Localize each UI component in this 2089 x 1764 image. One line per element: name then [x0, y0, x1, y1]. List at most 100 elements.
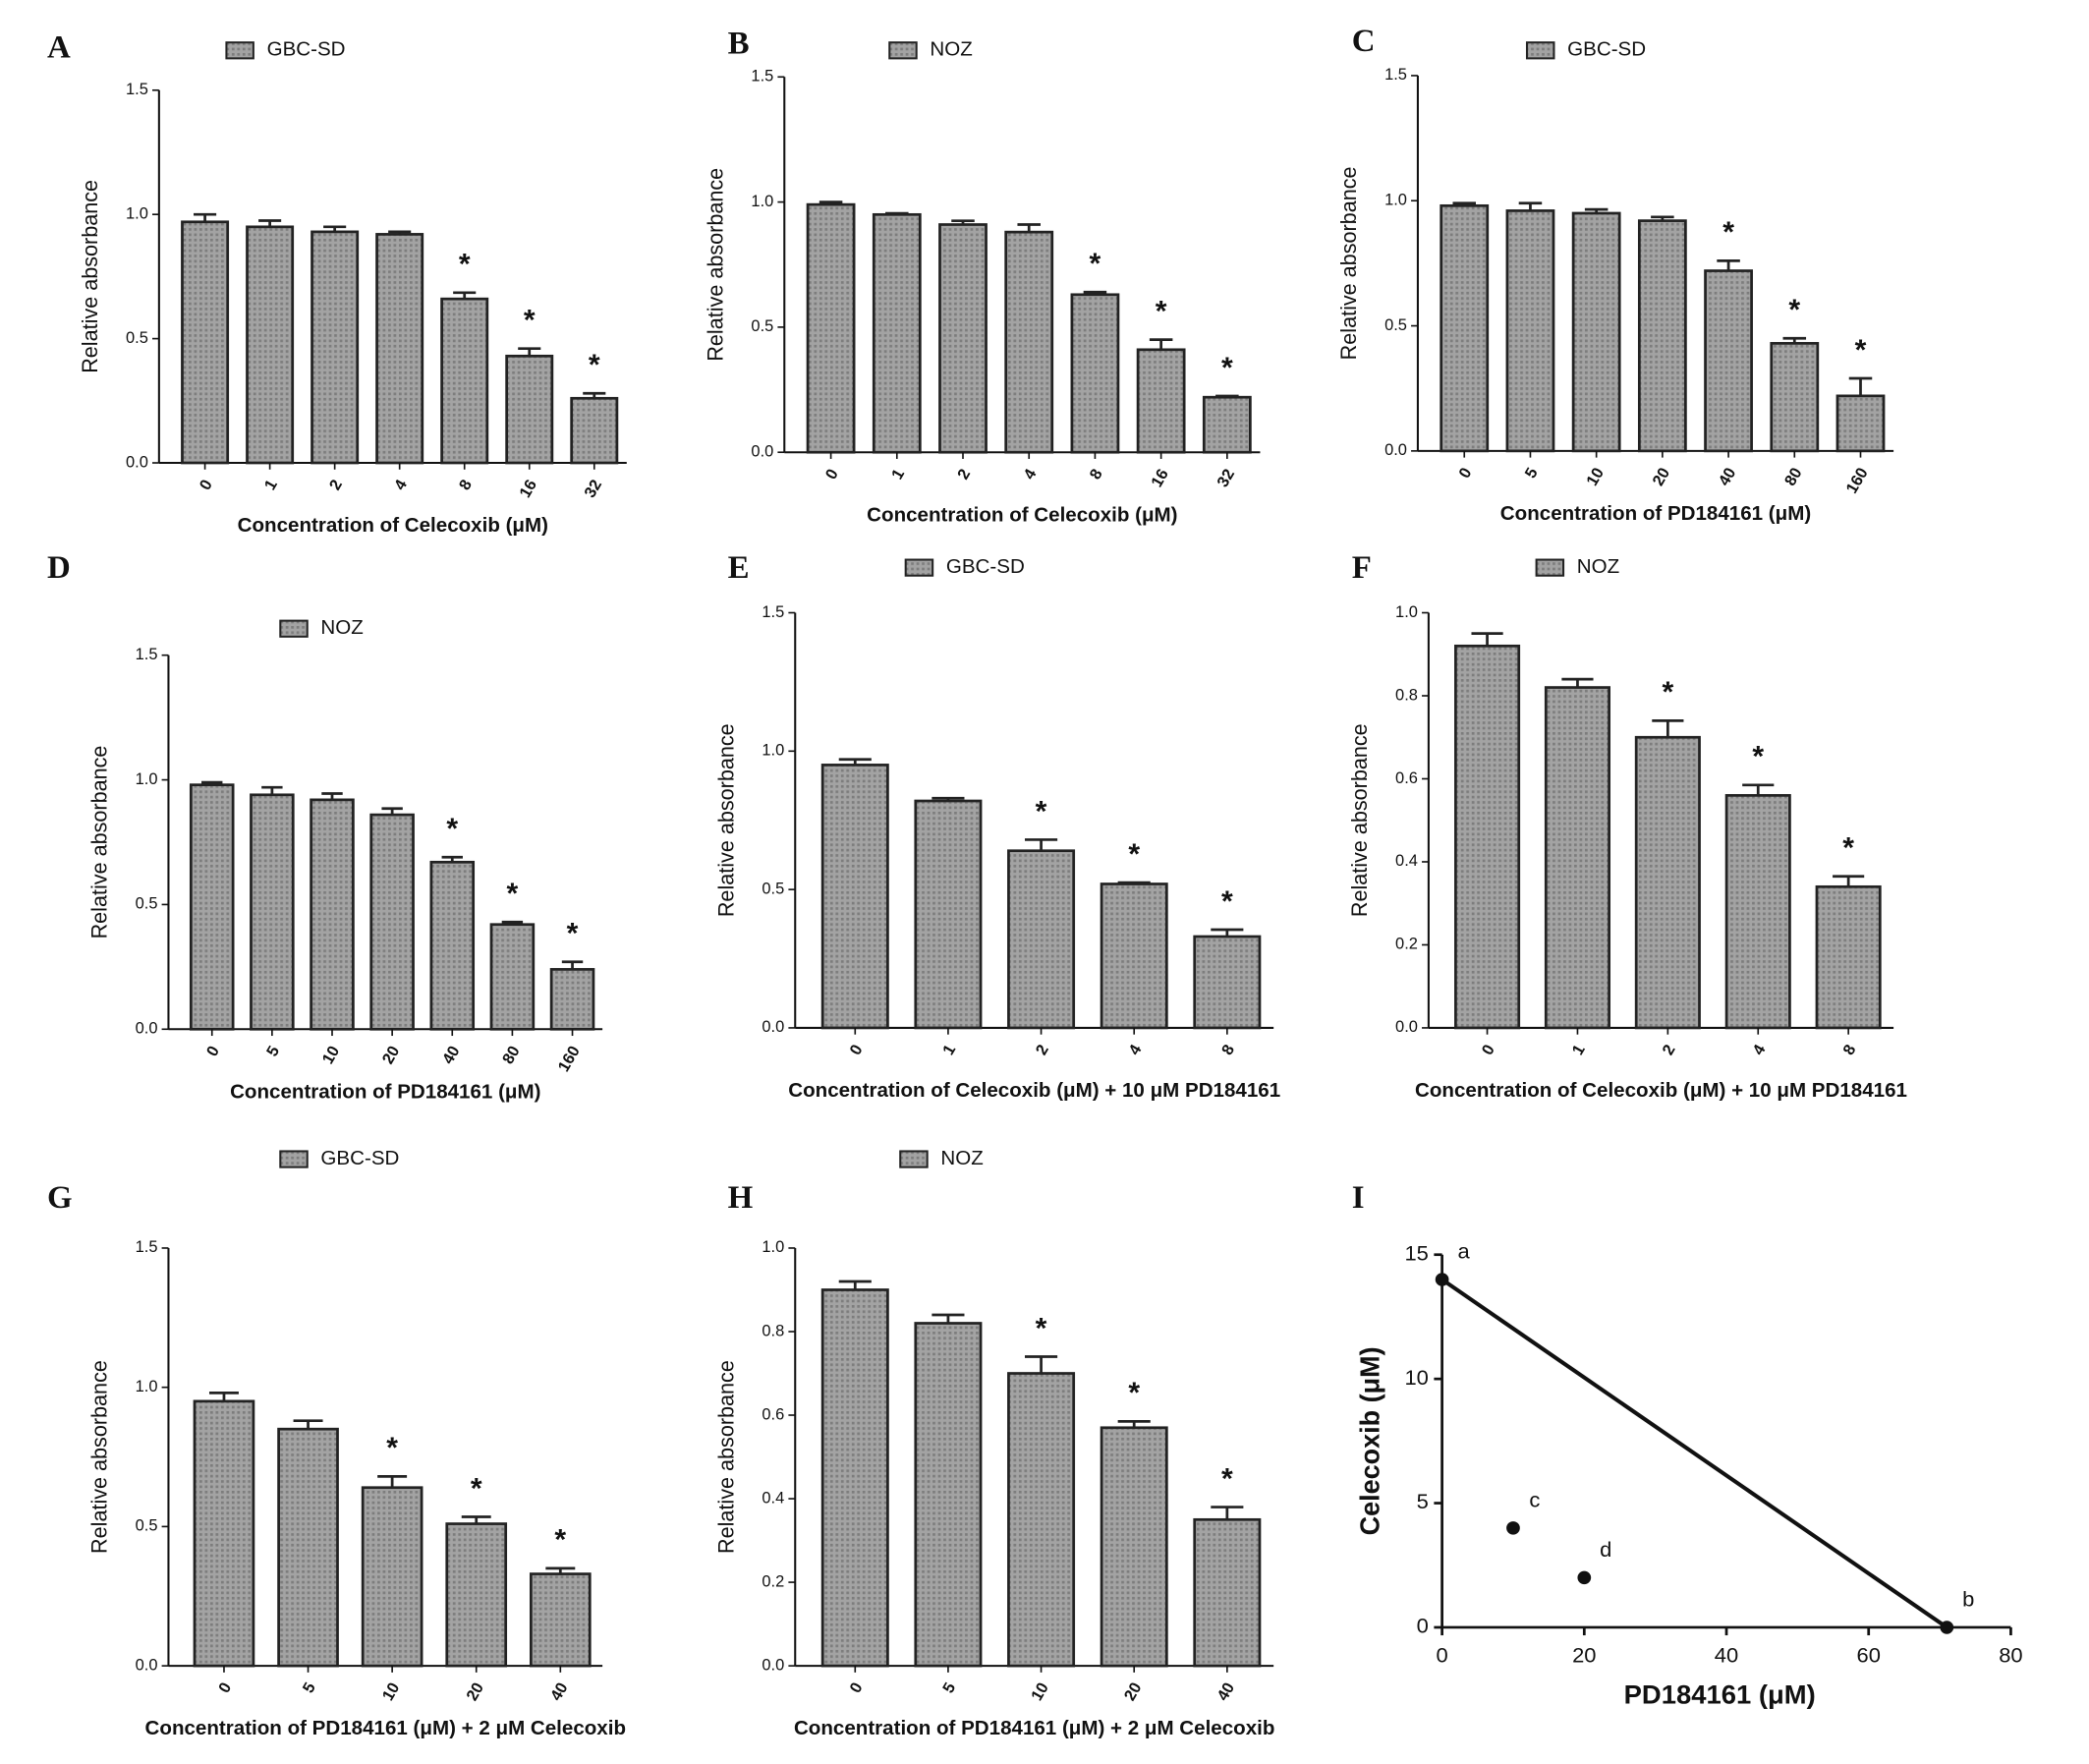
bar	[1100, 1426, 1168, 1668]
y-tick-label: 0.0	[762, 1656, 784, 1674]
x-tick-label: 5	[300, 1679, 319, 1696]
legend-swatch	[225, 41, 254, 60]
bar	[872, 212, 922, 454]
significance-mark: *	[524, 305, 536, 337]
bar	[549, 968, 595, 1031]
x-axis-label: Concentration of PD184161 (μM)	[230, 1082, 540, 1104]
error-bar	[518, 347, 541, 357]
error-bar	[1083, 290, 1107, 295]
y-tick-label: 1.0	[126, 205, 148, 223]
bar	[1571, 211, 1621, 453]
bar	[1835, 394, 1886, 453]
y-tick-label: 1.0	[751, 193, 773, 210]
x-axis-label: Concentration of Celecoxib (μM)	[867, 504, 1177, 526]
legend-label: NOZ	[940, 1148, 983, 1169]
legend-swatch	[1535, 558, 1565, 577]
x-tick-label: 20	[1649, 465, 1673, 489]
panel-label: C	[1352, 24, 1376, 59]
y-tick-label: 0.8	[762, 1322, 784, 1339]
x-tick-label: 2	[326, 477, 346, 493]
significance-mark: *	[1036, 1313, 1047, 1345]
bar	[489, 923, 536, 1031]
x-tick-label: 4	[391, 477, 411, 493]
x-axis-label: Concentration of PD184161 (μM) + 2 μM Ce…	[145, 1718, 626, 1739]
y-tick-label: 0.5	[136, 895, 158, 913]
y-tick-label: 0.0	[1395, 1018, 1418, 1036]
x-tick-label: 16	[516, 477, 540, 501]
significance-mark: *	[589, 349, 600, 381]
significance-mark: *	[386, 1432, 398, 1464]
bar	[1070, 293, 1120, 454]
x-tick-label: 10	[319, 1043, 344, 1067]
bar	[369, 813, 415, 1031]
error-bar	[1742, 783, 1775, 796]
bar	[1544, 686, 1610, 1030]
legend-label: NOZ	[930, 39, 972, 61]
error-bar	[1561, 677, 1594, 688]
y-tick-label: 1.0	[1384, 192, 1407, 209]
error-bar	[453, 291, 477, 300]
significance-mark: *	[1156, 296, 1167, 328]
error-bar	[1471, 632, 1503, 647]
error-bar	[388, 230, 412, 235]
bar	[1815, 884, 1882, 1030]
y-tick-label: 0.2	[762, 1572, 784, 1590]
error-bar	[1211, 1506, 1244, 1520]
bar	[1007, 849, 1076, 1030]
y-tick-label: 1.0	[1395, 603, 1418, 621]
bar	[1004, 230, 1054, 454]
bar	[1637, 219, 1687, 453]
point-label: a	[1457, 1239, 1470, 1264]
x-tick-label: 40	[547, 1679, 572, 1704]
bar	[189, 783, 235, 1031]
x-tick-label: 8	[456, 477, 476, 493]
y-tick-label: 0.5	[751, 317, 773, 335]
significance-mark: *	[1788, 294, 1800, 326]
error-bar	[1584, 207, 1609, 213]
panel-label: D	[47, 550, 71, 586]
significance-mark: *	[1090, 248, 1101, 280]
y-tick-label: 0.0	[762, 1018, 784, 1036]
y-tick-label: 0.5	[762, 881, 784, 898]
significance-mark: *	[1842, 832, 1854, 865]
bar	[1193, 935, 1262, 1030]
y-axis-label: Relative absorbance	[1336, 166, 1361, 360]
y-axis-label: Relative absorbance	[87, 1360, 112, 1554]
error-bar	[932, 796, 965, 802]
error-bar	[293, 1419, 323, 1430]
legend-swatch	[904, 558, 934, 577]
bar	[1724, 794, 1791, 1030]
error-bar	[1717, 258, 1740, 271]
point	[1940, 1621, 1954, 1634]
x-tick-label: 16	[1148, 466, 1172, 490]
x-tick-label: 0	[203, 1043, 223, 1059]
x-tick-label: 0	[822, 466, 842, 483]
x-tick-label: 0	[197, 477, 216, 493]
figure-body: A 0.0 0.5 1.0 1.5 0 1 2 4 * 8 * 16 * 32 GBC-SD Relative …	[47, 24, 2023, 1739]
panel-label: F	[1352, 550, 1372, 586]
y-tick-label: 0.4	[1395, 852, 1418, 870]
bar	[1193, 1517, 1262, 1668]
bar	[181, 220, 230, 465]
legend-swatch	[899, 1150, 929, 1168]
bar	[914, 799, 983, 1030]
y-axis-label: Relative absorbance	[703, 168, 727, 362]
y-tick-label: 0.4	[762, 1489, 784, 1507]
significance-mark: *	[1128, 838, 1140, 871]
significance-mark: *	[1662, 676, 1673, 709]
error-bar	[583, 391, 606, 399]
legend-label: NOZ	[1577, 556, 1619, 578]
bar	[820, 1288, 889, 1668]
error-bar	[501, 920, 524, 925]
point	[1506, 1521, 1520, 1535]
error-bar	[1117, 1420, 1151, 1428]
y-axis-label: Relative absorbance	[713, 723, 738, 917]
x-tick-label: 0	[846, 1042, 866, 1058]
x-tick-label: 40	[439, 1043, 464, 1067]
x-tick-label: 1	[939, 1042, 959, 1058]
significance-mark: *	[1128, 1377, 1140, 1409]
x-tick-label: 80	[1999, 1643, 2022, 1668]
x-tick-label: 8	[1087, 466, 1106, 483]
significance-mark: *	[1855, 334, 1867, 367]
x-axis-label: PD184161 (μM)	[1624, 1679, 1816, 1709]
